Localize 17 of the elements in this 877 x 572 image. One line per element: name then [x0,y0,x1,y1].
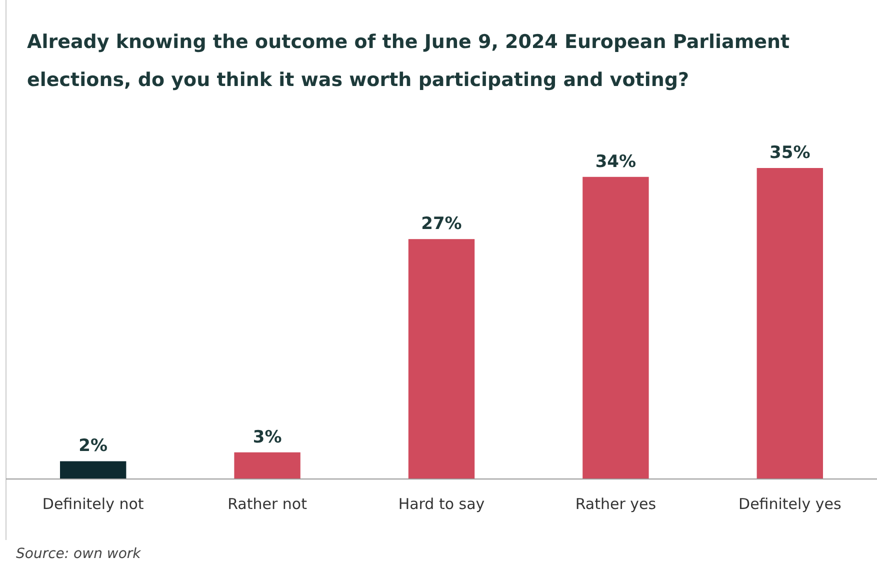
chart-title: Already knowing the outcome of the June 9, 2024 European Parliament elections, do you think it was worth participating and voting? [27,31,790,91]
bar [582,176,649,479]
data-label: 3% [252,427,282,448]
source-note: Source: own work [16,546,142,562]
x-tick-label: Rather not [228,495,308,513]
bar [234,452,300,479]
data-label: 34% [595,152,636,172]
data-label: 27% [421,214,462,234]
data-label: 2% [78,436,108,456]
x-tick-label: Rather yes [575,495,656,513]
x-tick-label: Hard to say [398,495,485,513]
data-label: 35% [770,143,810,163]
bar [408,239,475,479]
bar [756,168,823,479]
bar [60,461,126,479]
x-tick-label: Definitely not [42,495,144,513]
x-tick-label: Definitely yes [738,495,842,513]
